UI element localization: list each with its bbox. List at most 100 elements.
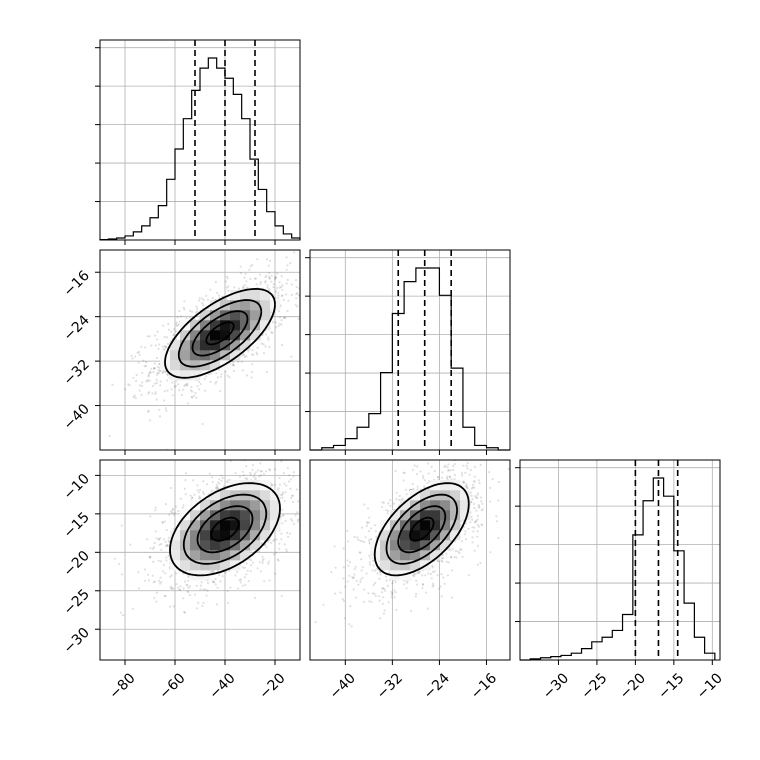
scatter-point — [268, 277, 272, 280]
scatter-point — [221, 476, 224, 480]
scatter-point — [276, 444, 278, 446]
density-cell — [440, 530, 451, 541]
scatter-point — [281, 508, 284, 511]
scatter-point — [406, 581, 409, 584]
scatter-point — [165, 543, 169, 547]
scatter-point — [462, 480, 465, 483]
scatter-point — [297, 500, 300, 503]
scatter-point — [372, 564, 375, 567]
scatter-point — [323, 493, 325, 495]
scatter-point — [403, 471, 406, 475]
scatter-point — [165, 529, 168, 532]
scatter-point — [271, 321, 275, 324]
scatter-point — [303, 489, 305, 491]
scatter-point — [160, 542, 163, 546]
density-cell — [190, 560, 201, 571]
scatter-point — [313, 516, 315, 518]
scatter-point — [239, 578, 242, 581]
scatter-point — [147, 375, 150, 378]
scatter-point — [390, 593, 393, 596]
scatter-point — [473, 480, 476, 483]
scatter-point — [158, 538, 161, 541]
scatter-point — [158, 343, 161, 346]
scatter-point — [285, 550, 288, 553]
density-cell — [210, 560, 221, 571]
scatter-point — [164, 572, 167, 575]
scatter-point — [255, 351, 258, 354]
density-cell — [220, 560, 231, 571]
scatter-point — [205, 375, 208, 378]
scatter-point — [209, 288, 212, 291]
scatter-point — [190, 396, 193, 399]
density-cell — [250, 300, 261, 311]
scatter-point — [138, 384, 142, 387]
density-cell — [400, 500, 411, 511]
scatter-point — [379, 617, 382, 620]
scatter-point — [215, 380, 218, 383]
scatter-point — [153, 382, 157, 385]
scatter-point — [151, 574, 154, 577]
density-cell — [390, 530, 401, 541]
x-tick-label: −20 — [617, 670, 649, 702]
density-cell — [230, 310, 241, 321]
scatter-point — [416, 485, 419, 488]
scatter-point — [226, 601, 230, 604]
scatter-point — [151, 547, 154, 550]
density-cell — [220, 340, 231, 351]
density-cell — [170, 550, 181, 561]
scatter-point — [138, 389, 141, 392]
scatter-point — [142, 359, 145, 362]
scatter-point — [256, 469, 259, 472]
density-cell — [420, 520, 431, 531]
scatter-point — [166, 372, 169, 376]
scatter-point — [149, 547, 152, 550]
scatter-point — [163, 399, 166, 402]
scatter-point — [278, 281, 281, 284]
scatter-point — [157, 559, 160, 562]
density-cell — [180, 330, 191, 341]
scatter-point — [441, 553, 444, 557]
scatter-point — [465, 538, 468, 541]
scatter-point — [401, 497, 404, 500]
scatter-point — [198, 488, 202, 491]
scatter-point — [413, 464, 416, 467]
scatter-point — [286, 278, 289, 282]
scatter-point — [476, 518, 479, 521]
scatter-point — [206, 589, 209, 592]
scatter-point — [478, 506, 481, 509]
scatter-point — [290, 494, 294, 497]
density-cell — [390, 550, 401, 561]
scatter-point — [274, 276, 278, 279]
scatter-point — [198, 299, 201, 302]
density-cell — [210, 550, 221, 561]
density-cell — [400, 540, 411, 551]
scatter-point — [387, 502, 390, 505]
scatter-point — [265, 470, 268, 473]
scatter-point — [158, 366, 161, 369]
scatter-point — [279, 515, 282, 519]
scatter-point — [464, 485, 467, 488]
scatter-point — [181, 506, 184, 509]
scatter-point — [469, 500, 473, 503]
scatter-p1-p2-frame — [99, 249, 301, 451]
scatter-point — [154, 334, 157, 337]
density-cell — [400, 550, 411, 561]
scatter-point — [156, 330, 159, 333]
scatter-point — [193, 394, 196, 397]
scatter-point — [123, 388, 127, 391]
scatter-point — [444, 454, 446, 456]
scatter-point — [191, 395, 194, 399]
scatter-point — [159, 369, 162, 373]
scatter-point — [271, 484, 274, 487]
scatter-point — [466, 467, 469, 470]
scatter-point — [359, 551, 362, 554]
scatter-point — [289, 262, 292, 265]
scatter-point — [489, 551, 492, 554]
scatter-point — [273, 278, 277, 281]
scatter-point — [369, 527, 372, 530]
density-cell — [450, 480, 461, 491]
scatter-point — [291, 519, 294, 522]
scatter-point — [361, 576, 364, 580]
scatter-point — [143, 568, 147, 571]
